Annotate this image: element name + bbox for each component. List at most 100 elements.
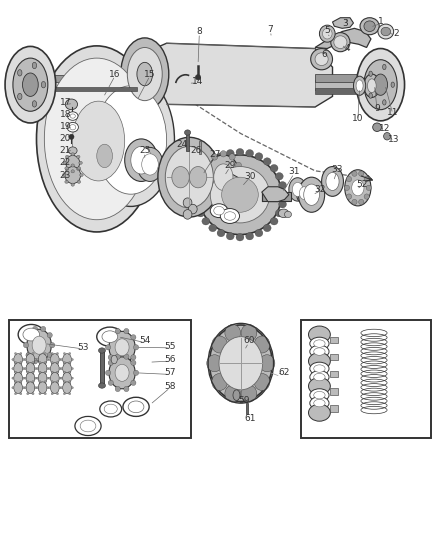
Ellipse shape [87,74,174,206]
Ellipse shape [12,368,14,369]
Ellipse shape [134,370,139,375]
Ellipse shape [38,354,47,366]
Ellipse shape [99,348,106,353]
Ellipse shape [22,386,25,389]
Ellipse shape [26,363,35,374]
Ellipse shape [50,382,59,393]
Ellipse shape [214,164,233,190]
Ellipse shape [67,123,78,132]
Ellipse shape [108,335,113,340]
Ellipse shape [12,359,14,361]
Text: 29: 29 [224,161,236,170]
Ellipse shape [71,377,74,379]
Ellipse shape [115,328,120,334]
Ellipse shape [77,167,81,170]
Ellipse shape [38,382,47,393]
Ellipse shape [36,46,157,232]
Ellipse shape [49,368,51,369]
Text: 21: 21 [60,146,71,155]
Ellipse shape [102,331,118,343]
Ellipse shape [352,199,357,205]
Ellipse shape [39,381,41,383]
Ellipse shape [51,365,53,367]
Ellipse shape [32,374,34,376]
Bar [10,320,191,438]
Ellipse shape [69,371,71,373]
Ellipse shape [224,212,236,220]
Text: 16: 16 [110,70,121,78]
Ellipse shape [210,204,228,217]
Ellipse shape [32,383,34,385]
Ellipse shape [188,204,197,214]
Ellipse shape [22,368,25,369]
Ellipse shape [44,374,46,376]
Ellipse shape [314,391,325,399]
Ellipse shape [59,386,61,389]
Ellipse shape [14,393,17,395]
Ellipse shape [384,133,391,140]
Ellipse shape [51,374,53,376]
Ellipse shape [124,386,129,392]
Ellipse shape [41,359,46,364]
Bar [315,80,372,90]
Ellipse shape [26,372,35,384]
Ellipse shape [134,345,139,350]
Ellipse shape [24,359,26,361]
Text: 33: 33 [331,165,343,174]
Ellipse shape [39,374,41,376]
Ellipse shape [360,18,379,35]
Ellipse shape [69,393,71,395]
Ellipse shape [39,383,41,385]
Ellipse shape [194,182,201,189]
Ellipse shape [14,371,17,373]
Ellipse shape [352,180,364,196]
Ellipse shape [226,150,234,157]
Ellipse shape [32,62,37,69]
Ellipse shape [127,47,162,101]
Ellipse shape [207,355,223,372]
Ellipse shape [220,151,226,157]
Text: 55: 55 [164,342,176,351]
Ellipse shape [71,368,74,369]
Bar [262,192,291,200]
Ellipse shape [158,138,221,217]
Ellipse shape [137,148,163,181]
Ellipse shape [289,177,306,201]
Ellipse shape [57,371,59,373]
Ellipse shape [356,80,363,92]
Bar [100,350,104,386]
Ellipse shape [366,185,371,190]
Ellipse shape [131,380,136,385]
Ellipse shape [106,345,111,350]
Ellipse shape [63,354,71,366]
Ellipse shape [308,404,330,421]
Ellipse shape [137,62,152,86]
Ellipse shape [51,381,53,383]
Ellipse shape [63,382,71,393]
Text: 20: 20 [60,134,71,143]
Ellipse shape [382,100,386,105]
Ellipse shape [364,21,375,31]
Text: 18: 18 [60,110,71,119]
Ellipse shape [236,185,241,192]
Ellipse shape [51,383,53,385]
Ellipse shape [125,139,158,181]
Ellipse shape [44,371,46,373]
Ellipse shape [36,359,39,361]
Bar [330,370,338,377]
Ellipse shape [44,58,149,220]
Ellipse shape [20,393,22,395]
Ellipse shape [14,381,17,383]
Ellipse shape [32,365,34,367]
Ellipse shape [64,381,66,383]
Ellipse shape [35,377,37,379]
Ellipse shape [59,377,61,379]
Ellipse shape [14,382,22,393]
Ellipse shape [172,166,189,188]
Ellipse shape [71,164,74,167]
Ellipse shape [319,25,335,42]
Bar [35,75,137,82]
Ellipse shape [69,381,71,383]
Ellipse shape [23,343,28,348]
Ellipse shape [50,354,59,366]
